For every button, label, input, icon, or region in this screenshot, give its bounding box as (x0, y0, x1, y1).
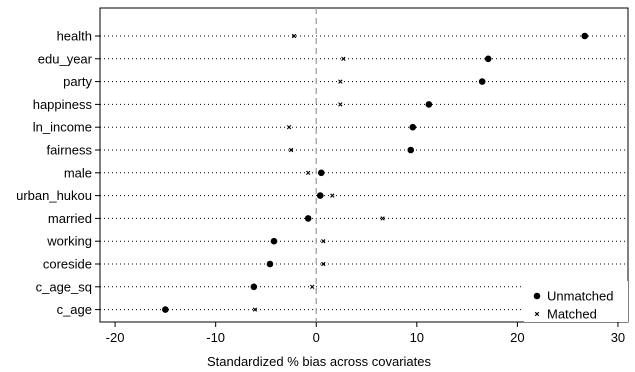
y-tick-label: fairness (46, 143, 92, 158)
unmatched-point (266, 260, 274, 268)
x-tick-label: 30 (611, 330, 625, 345)
matched-point (330, 193, 335, 198)
unmatched-point (425, 101, 433, 108)
matched-point (305, 170, 311, 175)
unmatched-point (250, 283, 258, 291)
x-tick-label: 20 (510, 330, 524, 345)
y-tick-label: coreside (43, 257, 92, 272)
matched-point (252, 307, 258, 312)
legend-unmatched-label: Unmatched (547, 289, 613, 304)
unmatched-point (581, 32, 589, 40)
matched-point (341, 56, 346, 61)
y-tick-label: working (46, 234, 92, 249)
y-tick-label: ln_income (33, 120, 92, 135)
y-tick-label: happiness (33, 97, 93, 112)
y-tick-label: party (63, 74, 92, 89)
y-tick-label: c_age (57, 302, 92, 317)
matched-point (321, 239, 326, 244)
y-tick-label: c_age_sq (36, 279, 92, 294)
unmatched-point (304, 215, 312, 222)
unmatched-point (409, 123, 417, 131)
unmatched-point (407, 146, 415, 154)
x-axis-title: Standardized % bias across covariates (207, 354, 432, 369)
data-markers (162, 32, 589, 313)
legend-matched-marker (534, 311, 540, 317)
x-tick-label: -10 (206, 330, 225, 345)
matched-point (310, 284, 315, 289)
matched-point (338, 79, 343, 84)
y-tick-label: edu_year (38, 51, 93, 66)
x-tick-label: 0 (313, 330, 320, 345)
unmatched-point (478, 78, 486, 85)
x-tick-label: -20 (106, 330, 125, 345)
legend: Unmatched Matched (524, 281, 628, 322)
x-tick-label: 10 (410, 330, 424, 345)
x-axis: -20 -10 0 10 20 30 Standardized % bias across … (106, 322, 625, 369)
matched-point (291, 33, 297, 39)
unmatched-point (484, 55, 492, 63)
plot-frame (99, 7, 629, 323)
y-tick-label: married (48, 211, 92, 226)
unmatched-point (317, 169, 325, 177)
matched-point (286, 125, 292, 130)
matched-point (380, 216, 385, 221)
y-tick-label: health (57, 29, 92, 44)
matched-point (321, 261, 326, 267)
legend-matched-label: Matched (547, 307, 597, 322)
unmatched-point (270, 237, 278, 245)
legend-unmatched-marker (533, 292, 541, 300)
y-tick-label: male (64, 165, 92, 180)
matched-point (338, 102, 343, 107)
unmatched-point (162, 306, 169, 313)
unmatched-point (316, 192, 324, 199)
y-tick-label: urban_hukou (16, 188, 92, 203)
matched-point (288, 147, 294, 153)
legend-box (524, 281, 628, 322)
